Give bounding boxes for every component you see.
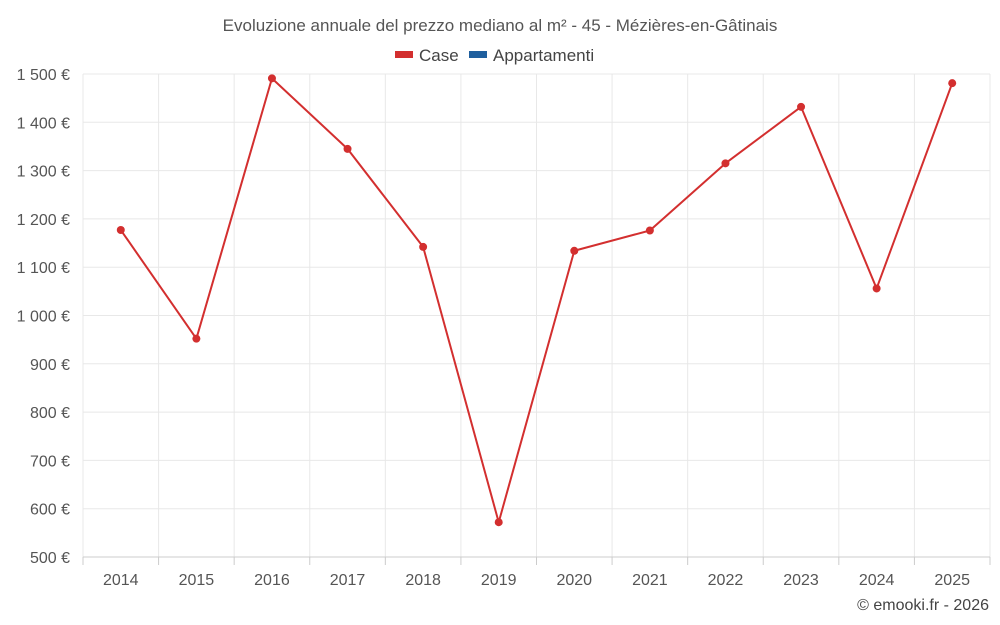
chart-title: Evoluzione annuale del prezzo mediano al… (223, 16, 778, 35)
y-tick-label: 1 100 € (17, 260, 70, 277)
x-tick-label: 2021 (632, 572, 668, 589)
data-point-case-2017[interactable] (343, 144, 352, 153)
legend-swatch-case (395, 51, 413, 58)
series-layer (116, 74, 957, 527)
y-tick-label: 800 € (30, 405, 70, 422)
legend-swatch-appartamenti (469, 51, 487, 58)
y-tick-label: 700 € (30, 453, 70, 470)
series-line-case (119, 77, 954, 524)
x-tick-label: 2022 (708, 572, 744, 589)
grid-vertical (82, 74, 991, 557)
x-tick-label: 2025 (934, 572, 970, 589)
y-tick-label: 1 300 € (17, 164, 70, 181)
x-tick-label: 2023 (783, 572, 819, 589)
y-tick-label: 1 200 € (17, 212, 70, 229)
x-tick-label: 2015 (179, 572, 215, 589)
x-tick-label: 2020 (556, 572, 592, 589)
x-tick-label: 2017 (330, 572, 366, 589)
x-tick-label: 2016 (254, 572, 290, 589)
data-point-case-2025[interactable] (948, 79, 957, 88)
y-tick-label: 1 000 € (17, 309, 70, 326)
y-tick-label: 1 400 € (17, 115, 70, 132)
y-tick-label: 1 500 € (17, 67, 70, 84)
y-tick-label: 900 € (30, 357, 70, 374)
x-tick-label: 2018 (405, 572, 441, 589)
data-point-case-2018[interactable] (419, 242, 428, 251)
x-axis-ticks: 2014 2015 2016 2017 2018 2019 2020 2021 2022 2023… (82, 557, 991, 589)
legend: Case Appartamenti (395, 46, 594, 65)
data-point-case-2020[interactable] (570, 246, 579, 255)
data-point-case-2016[interactable] (267, 74, 276, 83)
credit: © emooki.fr - 2026 (857, 597, 989, 614)
data-point-case-2023[interactable] (797, 102, 806, 111)
data-point-case-2014[interactable] (116, 226, 125, 235)
data-point-case-2015[interactable] (192, 334, 201, 343)
x-tick-label: 2014 (103, 572, 139, 589)
y-tick-label: 600 € (30, 502, 70, 519)
legend-label-appartamenti[interactable]: Appartamenti (493, 46, 594, 65)
y-tick-label: 500 € (30, 550, 70, 567)
legend-label-case[interactable]: Case (419, 46, 459, 65)
data-point-case-2024[interactable] (872, 284, 881, 293)
data-point-case-2022[interactable] (721, 159, 730, 168)
x-tick-label: 2024 (859, 572, 895, 589)
data-point-case-2021[interactable] (645, 226, 654, 235)
x-tick-label: 2019 (481, 572, 517, 589)
y-axis-ticks: 500 € 600 € 700 € 800 € 900 € 1 000 € 1 100 € 1… (17, 67, 70, 567)
data-point-case-2019[interactable] (494, 518, 503, 527)
